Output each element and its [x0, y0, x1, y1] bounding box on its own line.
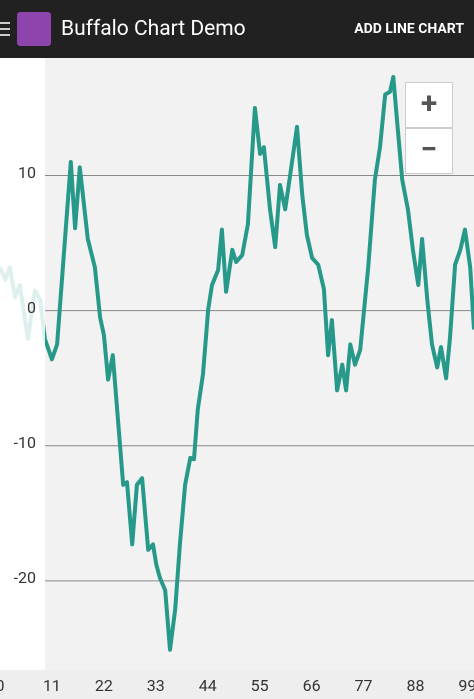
x-tick-label: 66 [303, 676, 321, 695]
x-tick-label: 22 [95, 676, 113, 695]
y-tick-label: -10 [14, 433, 36, 452]
x-tick-label: 77 [355, 676, 373, 695]
x-tick-label: 33 [147, 676, 165, 695]
x-tick-label: 44 [199, 676, 217, 695]
menu-icon[interactable] [0, 22, 10, 36]
app-bar: Buffalo Chart Demo ADD LINE CHART [0, 0, 474, 58]
x-tick-label: 55 [251, 676, 269, 695]
x-tick-label: 88 [406, 676, 424, 695]
y-axis-strip [0, 58, 45, 670]
add-line-chart-button[interactable]: ADD LINE CHART [354, 21, 464, 37]
x-tick-label: 0 [0, 676, 5, 695]
x-axis-background [0, 670, 474, 699]
zoom-out-button[interactable]: − [405, 128, 453, 174]
x-tick-label: 11 [43, 676, 61, 695]
data-line [0, 74, 474, 652]
zoom-in-button[interactable]: + [405, 82, 453, 128]
chart: -20 -10 0 10 0 11 22 33 44 55 66 77 88 99 [0, 58, 474, 699]
app-title: Buffalo Chart Demo [61, 17, 246, 41]
app-icon [17, 12, 51, 46]
y-tick-label: 10 [18, 163, 36, 182]
y-tick-label: -20 [14, 568, 36, 587]
plot-background [45, 58, 474, 670]
x-tick-label: 99 [458, 676, 474, 695]
y-tick-label: 0 [27, 298, 36, 317]
